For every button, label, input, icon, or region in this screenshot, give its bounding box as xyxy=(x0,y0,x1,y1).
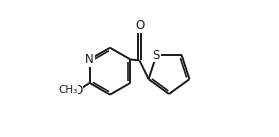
Text: O: O xyxy=(135,19,144,32)
Text: N: N xyxy=(85,53,94,66)
Text: CH₃: CH₃ xyxy=(59,85,78,95)
Text: O: O xyxy=(74,84,83,97)
Text: S: S xyxy=(153,49,160,62)
